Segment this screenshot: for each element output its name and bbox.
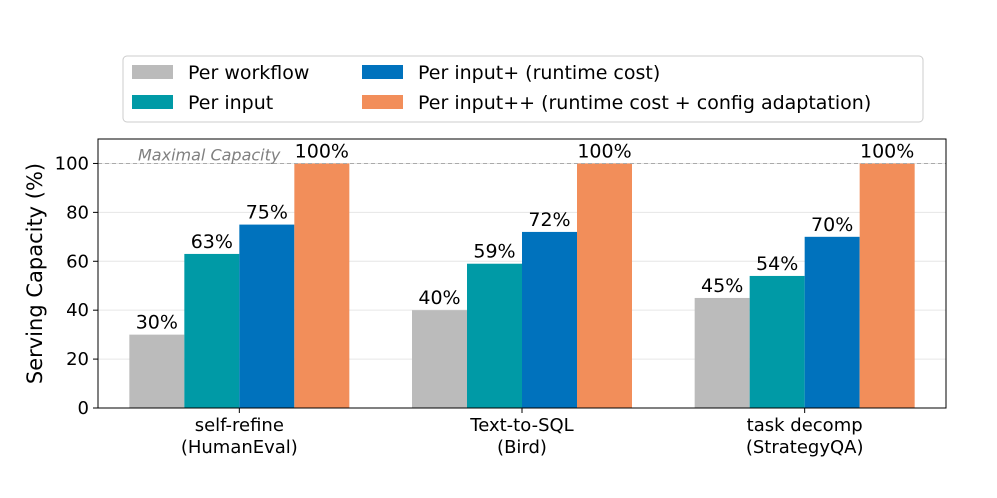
bar (239, 224, 295, 408)
data-label: 75% (246, 202, 288, 224)
data-label: 30% (136, 312, 178, 334)
legend-label: Per input+ (runtime cost) (418, 62, 660, 84)
bar (694, 297, 750, 408)
bar (577, 163, 632, 408)
bar (522, 231, 577, 408)
x-tick-label: (Bird) (497, 437, 547, 458)
legend-swatch (132, 65, 173, 79)
x-tick-label: task decomp (747, 415, 863, 436)
legend-box (122, 55, 924, 123)
y-tick-label: 20 (66, 349, 89, 370)
bar (184, 253, 240, 408)
y-tick-label: 0 (78, 398, 89, 419)
bar (412, 310, 467, 408)
y-tick-label: 40 (66, 300, 89, 321)
bar (804, 236, 860, 408)
data-label: 59% (473, 241, 515, 263)
y-tick-label: 100 (55, 153, 89, 174)
legend-label: Per workflow (188, 62, 309, 84)
bar (129, 334, 185, 408)
data-label: 100% (577, 140, 631, 162)
legend-label: Per input (188, 92, 273, 114)
x-tick-label: (HumanEval) (181, 437, 298, 458)
data-label: 100% (860, 140, 914, 162)
reference-line-label: Maximal Capacity (138, 145, 281, 164)
data-label: 70% (811, 214, 853, 236)
bar (467, 263, 522, 408)
data-label: 72% (528, 209, 570, 231)
legend-swatch (362, 95, 403, 109)
plot-frame (97, 138, 947, 409)
data-label: 54% (756, 253, 798, 275)
data-label: 100% (295, 140, 349, 162)
y-tick-label: 80 (66, 202, 89, 223)
x-tick-label: (StrategyQA) (746, 437, 864, 458)
legend-swatch (132, 95, 173, 109)
legend-label: Per input++ (runtime cost + config adapt… (418, 92, 871, 114)
data-label: 45% (701, 275, 743, 297)
data-label: 40% (418, 287, 460, 309)
y-tick-label: 60 (66, 251, 89, 272)
x-tick-label: Text-to-SQL (469, 415, 573, 436)
y-axis-label: Serving Capacity (%) (23, 163, 47, 384)
bar (859, 163, 915, 408)
x-tick-label: self-refine (195, 415, 284, 436)
bar (749, 275, 805, 408)
bar (294, 163, 350, 408)
data-label: 63% (191, 231, 233, 253)
legend-swatch (362, 65, 403, 79)
